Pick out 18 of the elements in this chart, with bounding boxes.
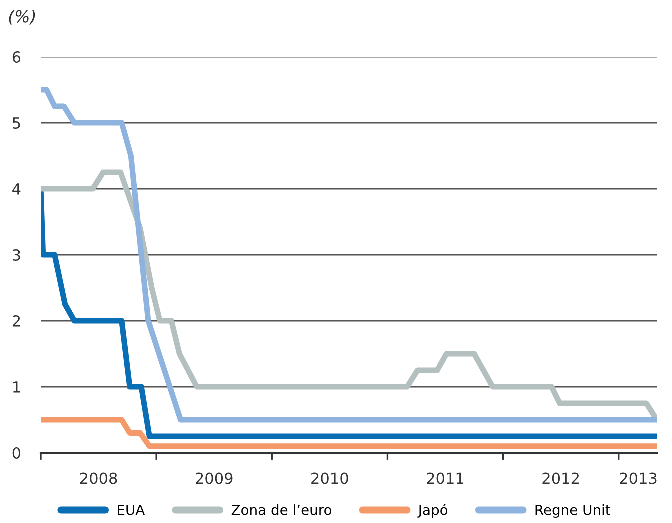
x-tick-label: 2010: [312, 472, 348, 484]
x-tick-label: 2009: [196, 472, 233, 484]
x-tick-label: 2012: [542, 472, 579, 484]
x-tick-label: 2011: [427, 472, 464, 484]
x-tick-label: 2008: [80, 472, 118, 484]
legend-label: Japó: [418, 504, 448, 518]
legend-label: Regne Unit: [536, 504, 611, 518]
y-tick-label: 3: [13, 249, 20, 262]
y-tick-label: 0: [12, 447, 21, 460]
y-tick-label: 6: [12, 51, 21, 64]
y-axis-title: (%): [9, 10, 36, 25]
legend-label: Zona de l’euro: [232, 504, 332, 516]
legend-label: EUA: [118, 504, 146, 516]
y-tick-label: 5: [13, 118, 20, 130]
y-tick-label: 1: [14, 382, 20, 393]
y-tick-label: 2: [12, 315, 20, 327]
y-tick-label: 4: [12, 184, 21, 195]
x-tick-label: 2013: [620, 472, 657, 484]
